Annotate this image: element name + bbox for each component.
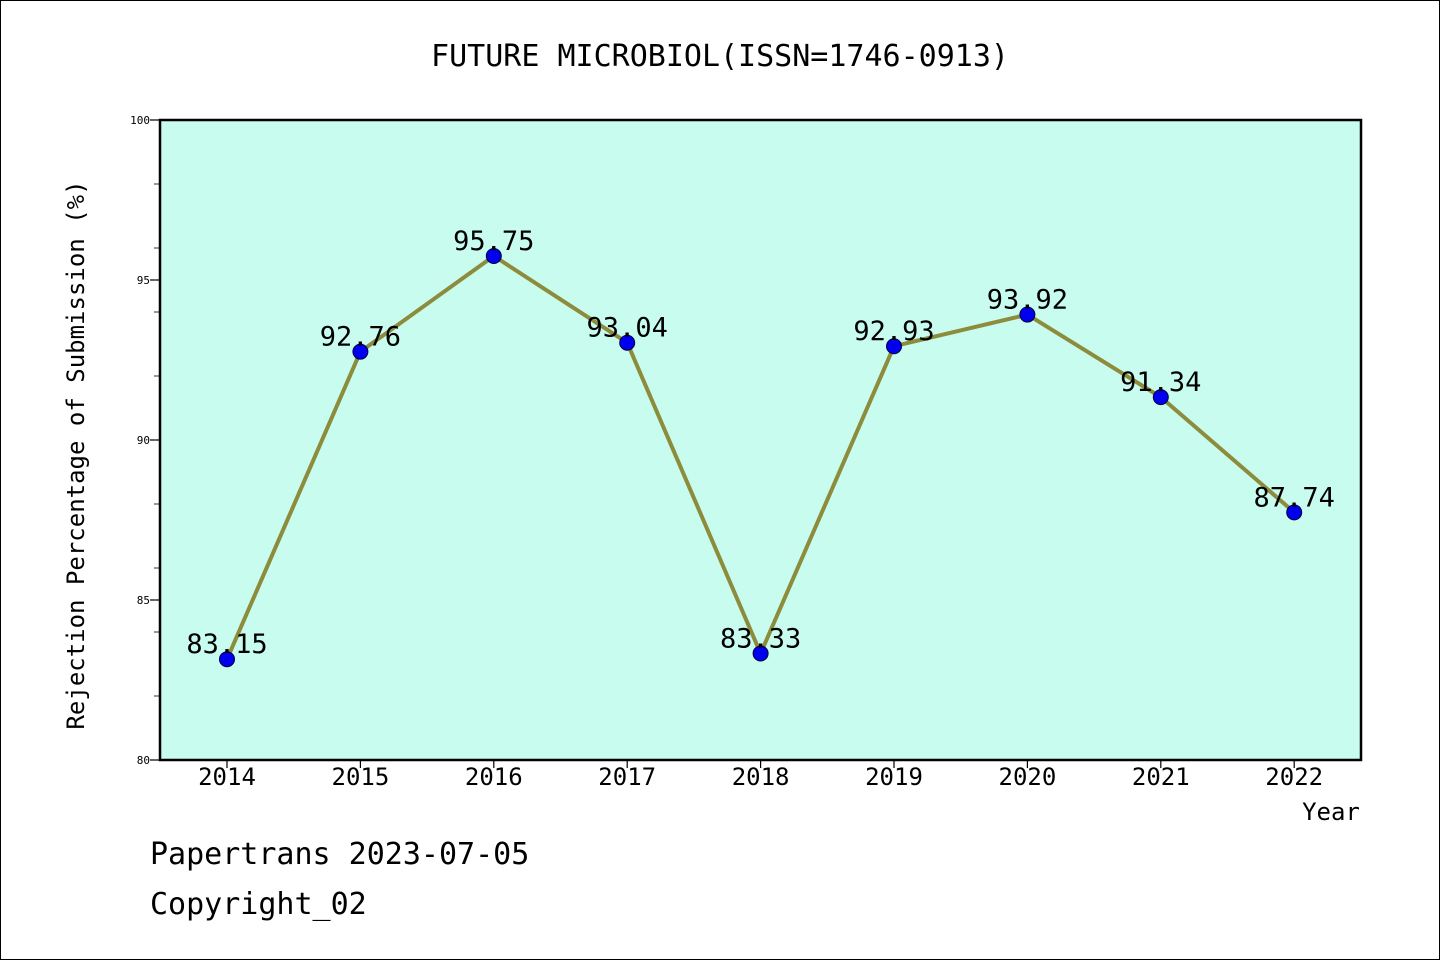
chart-title: FUTURE MICROBIOL(ISSN=1746-0913) bbox=[431, 39, 1009, 74]
data-point bbox=[752, 645, 769, 662]
data-label: 83.15 bbox=[186, 629, 267, 660]
y-tick-label: 95 bbox=[137, 274, 150, 287]
x-tick-label: 2014 bbox=[198, 763, 256, 791]
data-labels: 83.15 92.76 95.75 93.04 83.33 92.93 93.92 91.34… bbox=[186, 226, 1334, 660]
y-tick-label: 85 bbox=[137, 594, 150, 607]
data-point bbox=[1152, 389, 1169, 406]
data-point bbox=[352, 343, 369, 360]
data-markers bbox=[219, 248, 1303, 668]
x-tick-label: 2020 bbox=[999, 763, 1057, 791]
x-tick-label: 2015 bbox=[332, 763, 390, 791]
data-label: 83.33 bbox=[720, 623, 801, 654]
data-point bbox=[1286, 504, 1303, 521]
data-label: 92.76 bbox=[320, 322, 401, 353]
data-point bbox=[219, 651, 235, 668]
footer-papertrans: Papertrans 2023-07-05 bbox=[150, 837, 529, 872]
data-label: 91.34 bbox=[1120, 367, 1201, 398]
x-tick-label: 2017 bbox=[598, 763, 656, 791]
footer-copyright: Copyright_02 bbox=[150, 887, 367, 922]
data-label: 95.75 bbox=[453, 226, 534, 257]
x-tick-label: 2022 bbox=[1265, 763, 1323, 791]
y-tick-label: 100 bbox=[130, 114, 150, 127]
data-label: 93.92 bbox=[987, 285, 1068, 316]
x-axis: 2014 2015 2016 2017 2018 2019 2020 2021 2022 bbox=[198, 760, 1323, 791]
data-label: 92.93 bbox=[853, 316, 934, 347]
x-tick-label: 2019 bbox=[865, 763, 923, 791]
data-label: 93.04 bbox=[587, 313, 668, 344]
y-axis: 80 85 90 95 100 bbox=[130, 114, 160, 767]
x-tick-label: 2021 bbox=[1132, 763, 1190, 791]
y-axis-label: Rejection Percentage of Submission (%) bbox=[62, 180, 90, 729]
x-tick-label: 2016 bbox=[465, 763, 523, 791]
x-tick-label: 2018 bbox=[732, 763, 790, 791]
data-point bbox=[1019, 306, 1036, 323]
data-point bbox=[886, 338, 902, 355]
y-tick-label: 90 bbox=[137, 434, 150, 447]
plot-area bbox=[158, 118, 1363, 762]
data-point bbox=[619, 334, 636, 351]
data-point bbox=[485, 248, 502, 264]
y-tick-label: 80 bbox=[137, 754, 150, 767]
data-label: 87.74 bbox=[1254, 482, 1335, 513]
x-axis-label: Year bbox=[1302, 798, 1360, 826]
